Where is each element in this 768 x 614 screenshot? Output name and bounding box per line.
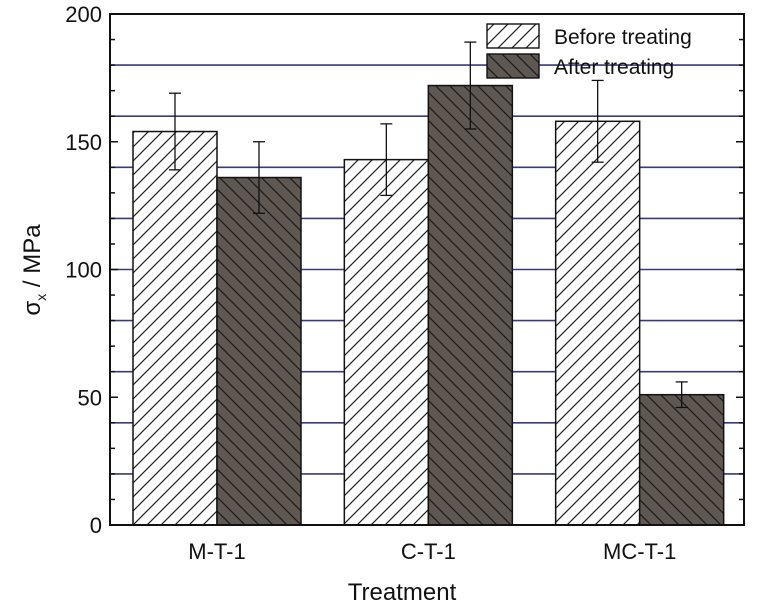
x-tick-label: C-T-1 [401,539,456,564]
legend-swatch [486,53,540,79]
error-bars [169,41,688,409]
legend: Before treating After treating [486,23,692,79]
legend-label: After treating [554,56,674,79]
y-axis-subscript: x [33,294,49,301]
y-tick-label: 200 [65,2,102,27]
legend-swatch [486,23,540,49]
bar-before-m-t-1 [132,130,218,526]
y-tick-labels: 0 50 100 150 200 [65,2,102,538]
bar-after-c-t-1 [427,84,514,526]
y-tick-label: 100 [65,258,102,283]
y-tick-label: 0 [90,513,102,538]
x-tick-labels: M-T-1 C-T-1 MC-T-1 [188,539,676,564]
x-tick-label: M-T-1 [188,539,245,564]
bar-before-c-t-1 [343,158,430,526]
y-tick-label: 50 [78,385,102,410]
y-tick-label: 150 [65,130,102,155]
bars [132,84,725,526]
y-axis-symbol: σ [19,301,46,316]
legend-label: Before treating [554,26,692,49]
bar-after-m-t-1 [216,176,302,526]
bar-before-mc-t-1 [554,120,641,526]
x-tick-label: MC-T-1 [603,539,676,564]
axis-ticks [110,13,744,526]
x-axis-title: Treatment [348,579,457,606]
bar-after-mc-t-1 [638,393,725,526]
y-axis-unit: / MPa [19,224,46,294]
y-axis-title: σx / MPa [19,224,49,316]
